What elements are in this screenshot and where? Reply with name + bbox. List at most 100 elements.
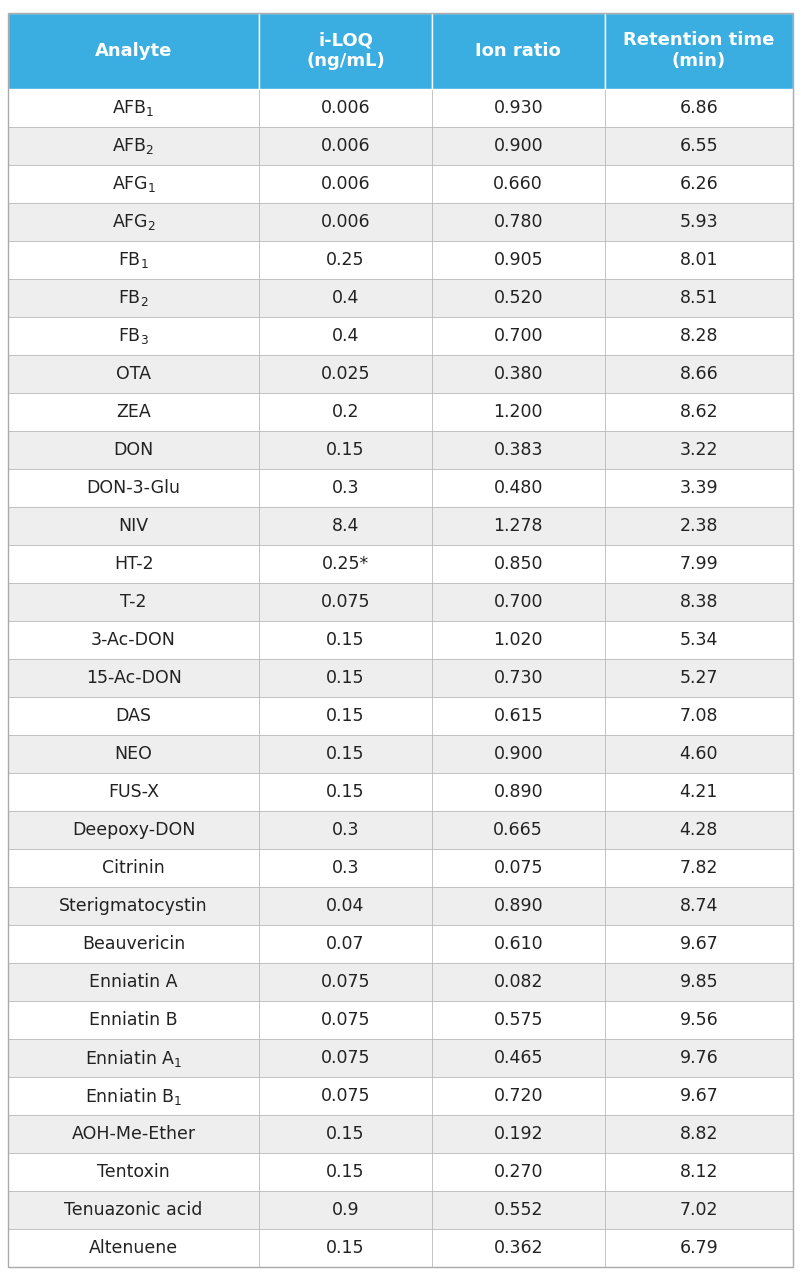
Bar [605,925,793,963]
Text: 0.665: 0.665 [493,820,543,840]
Bar [605,165,793,202]
Text: 0.25*: 0.25* [322,556,369,573]
Text: 0.480: 0.480 [493,479,543,497]
Text: Sterigmatocystin: Sterigmatocystin [59,897,208,915]
Bar [432,127,605,165]
Bar [432,812,605,849]
Text: 6.79: 6.79 [679,1239,718,1257]
Bar [260,1001,432,1039]
Text: 0.082: 0.082 [493,973,543,991]
Bar [605,431,793,468]
Bar [605,317,793,355]
Bar [432,1115,605,1153]
Bar [432,1229,605,1267]
Text: 0.890: 0.890 [493,783,543,801]
Text: 1.278: 1.278 [493,517,543,535]
Bar [605,1039,793,1078]
Text: 0.900: 0.900 [493,137,543,155]
Text: 0.192: 0.192 [493,1125,543,1143]
Bar [260,431,432,468]
Bar [432,621,605,659]
Bar [605,13,793,88]
Bar [605,621,793,659]
Text: OTA: OTA [116,365,151,383]
Bar [432,887,605,925]
Bar [432,241,605,279]
Text: 0.25: 0.25 [326,251,364,269]
Text: 0.4: 0.4 [332,289,359,307]
Text: FUS-X: FUS-X [108,783,159,801]
Text: DON-3-Glu: DON-3-Glu [87,479,180,497]
Bar [8,545,260,582]
Text: 0.383: 0.383 [493,440,543,460]
Bar [260,659,432,698]
Text: AFB$_2$: AFB$_2$ [112,136,155,156]
Text: 6.86: 6.86 [679,99,718,116]
Bar [260,317,432,355]
Bar [605,1001,793,1039]
Text: NIV: NIV [119,517,149,535]
Text: 5.27: 5.27 [679,669,718,687]
Text: 7.82: 7.82 [679,859,718,877]
Bar [8,812,260,849]
Bar [605,887,793,925]
Text: 0.15: 0.15 [326,669,364,687]
Bar [260,1078,432,1115]
Text: 0.025: 0.025 [321,365,370,383]
Text: 0.075: 0.075 [321,593,370,611]
Text: 0.3: 0.3 [332,820,360,840]
Text: AFG$_1$: AFG$_1$ [111,174,155,193]
Text: 9.76: 9.76 [679,1050,718,1068]
Text: 3-Ac-DON: 3-Ac-DON [91,631,176,649]
Text: 0.006: 0.006 [320,137,370,155]
Text: 0.905: 0.905 [493,251,543,269]
Bar [432,13,605,88]
Bar [260,1229,432,1267]
Text: 15-Ac-DON: 15-Ac-DON [86,669,182,687]
Text: DAS: DAS [115,707,151,724]
Bar [260,507,432,545]
Bar [8,849,260,887]
Bar [260,1115,432,1153]
Bar [8,1192,260,1229]
Text: 0.780: 0.780 [493,212,543,230]
Bar [432,507,605,545]
Bar [8,88,260,127]
Text: Analyte: Analyte [95,42,172,60]
Text: T-2: T-2 [120,593,147,611]
Text: 5.34: 5.34 [679,631,718,649]
Text: 0.890: 0.890 [493,897,543,915]
Bar [432,1192,605,1229]
Bar [260,202,432,241]
Bar [432,659,605,698]
Text: 6.26: 6.26 [679,175,718,193]
Bar [260,812,432,849]
Bar [8,13,260,88]
Text: 5.93: 5.93 [679,212,718,230]
Text: 0.15: 0.15 [326,707,364,724]
Bar [260,1153,432,1192]
Bar [605,279,793,317]
Text: Retention time
(min): Retention time (min) [623,32,775,70]
Bar [432,355,605,393]
Text: 0.075: 0.075 [321,1087,370,1105]
Bar [260,165,432,202]
Text: 9.56: 9.56 [679,1011,718,1029]
Bar [260,393,432,431]
Text: Tenuazonic acid: Tenuazonic acid [64,1201,203,1219]
Bar [8,1039,260,1078]
Bar [432,468,605,507]
Text: 0.04: 0.04 [326,897,364,915]
Bar [605,1153,793,1192]
Bar [605,1078,793,1115]
Text: 0.4: 0.4 [332,326,359,344]
Bar [432,582,605,621]
Text: DON: DON [114,440,154,460]
Text: Enniatin A$_1$: Enniatin A$_1$ [85,1047,183,1069]
Bar [260,698,432,735]
Bar [8,773,260,812]
Bar [432,165,605,202]
Text: 0.15: 0.15 [326,745,364,763]
Bar [8,735,260,773]
Text: Citrinin: Citrinin [103,859,165,877]
